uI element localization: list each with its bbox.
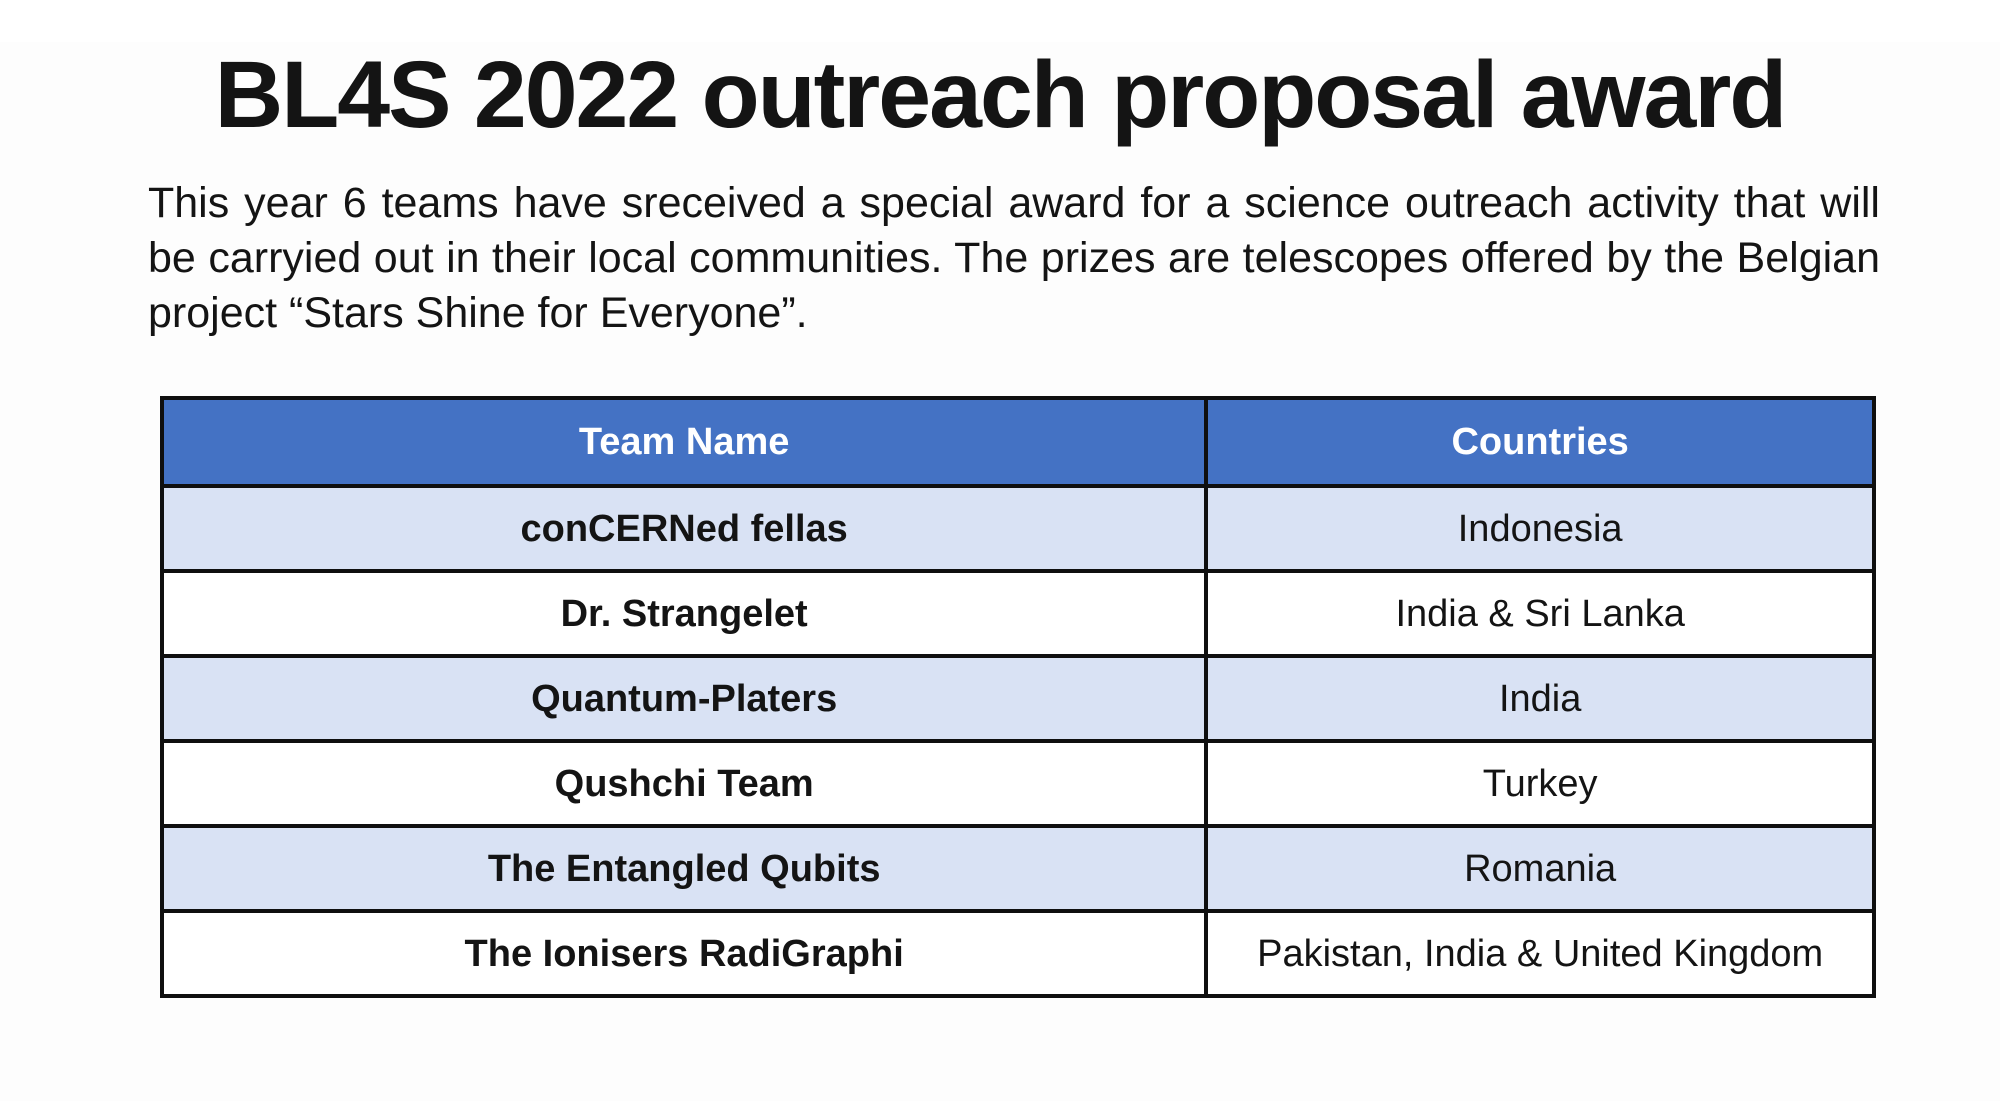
countries-cell: India [1204, 654, 1876, 744]
team-name-cell: The Entangled Qubits [159, 824, 1209, 914]
table-row: The Entangled Qubits Romania [159, 824, 1876, 914]
countries-cell: India & Sri Lanka [1204, 569, 1876, 659]
team-name-cell: Quantum-Platers [159, 654, 1209, 744]
intro-paragraph: This year 6 teams have sreceived a speci… [148, 179, 1880, 338]
page-title: BL4S 2022 outreach proposal award [214, 42, 1788, 148]
team-name-cell: Dr. Strangelet [159, 569, 1209, 659]
team-name-cell: conCERNed fellas [159, 484, 1209, 574]
table-row: The Ionisers RadiGraphi Pakistan, India … [159, 909, 1876, 999]
team-name-cell: Qushchi Team [159, 739, 1209, 829]
column-header-team-name: Team Name [159, 396, 1209, 489]
column-header-countries: Countries [1204, 396, 1876, 489]
table-header-row: Team Name Countries [159, 396, 1876, 489]
countries-cell: Pakistan, India & United Kingdom [1204, 909, 1876, 999]
table-row: Qushchi Team Turkey [159, 739, 1876, 829]
table-row: Dr. Strangelet India & Sri Lanka [159, 569, 1876, 659]
table-row: conCERNed fellas Indonesia [159, 484, 1876, 574]
document-page: BL4S 2022 outreach proposal award This y… [0, 42, 2000, 1101]
countries-cell: Indonesia [1204, 484, 1876, 574]
awards-table: Team Name Countries conCERNed fellas Ind… [159, 396, 1876, 999]
countries-cell: Romania [1204, 824, 1876, 914]
countries-cell: Turkey [1204, 739, 1876, 829]
team-name-cell: The Ionisers RadiGraphi [159, 909, 1209, 999]
table-row: Quantum-Platers India [159, 654, 1876, 744]
